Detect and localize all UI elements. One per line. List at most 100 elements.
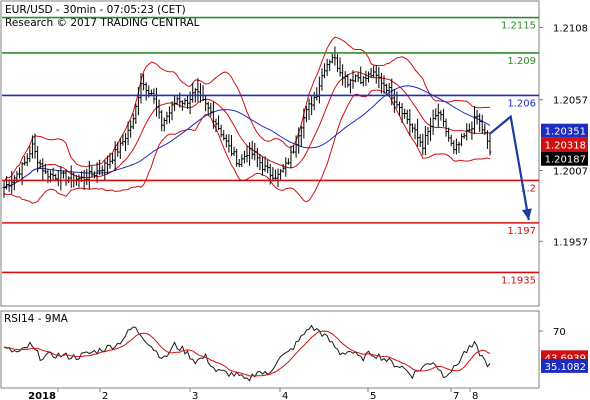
candle	[186, 96, 189, 109]
chart-header-line2: Research © 2017 TRADING CENTRAL	[5, 17, 200, 29]
candle	[219, 124, 223, 138]
candle	[385, 83, 388, 94]
candle	[25, 153, 29, 166]
candle	[333, 46, 337, 66]
candle	[408, 109, 412, 136]
candle	[261, 157, 264, 176]
rsi-value-label: 43.6939	[545, 353, 586, 364]
level-label: 1.1935	[501, 275, 536, 286]
candle	[465, 123, 469, 141]
candle	[470, 121, 474, 140]
candle	[403, 108, 406, 119]
candle	[292, 145, 295, 154]
bollinger-upper-band	[3, 36, 491, 183]
level-label: 1.206	[507, 98, 536, 109]
candle	[124, 133, 127, 152]
x-tick-label: 7	[453, 391, 459, 400]
level-label: 1.2115	[501, 21, 536, 32]
candle	[13, 175, 16, 191]
candle	[315, 87, 319, 101]
candle	[155, 87, 158, 117]
candle	[88, 160, 91, 189]
candle	[369, 67, 373, 78]
candle	[175, 96, 179, 105]
candle	[421, 133, 425, 156]
candle	[100, 165, 104, 176]
candle	[426, 127, 430, 145]
rsi-line	[3, 324, 491, 382]
candle	[462, 132, 466, 139]
candle	[429, 117, 432, 142]
candle	[424, 125, 427, 156]
price-box	[541, 137, 588, 152]
bollinger-lower-band	[3, 89, 491, 204]
candle	[457, 141, 461, 154]
rsi-ma-line	[3, 330, 491, 377]
candle	[343, 71, 347, 88]
candle	[390, 78, 394, 106]
candle	[106, 155, 109, 174]
level-label: 1.197	[507, 226, 536, 237]
candle	[338, 57, 342, 77]
candle	[486, 130, 489, 149]
candle	[126, 121, 130, 146]
x-tick-label: 5	[370, 391, 376, 400]
candle	[455, 138, 458, 155]
candle	[416, 118, 419, 147]
candle	[258, 154, 262, 171]
candle	[364, 70, 368, 86]
candle	[468, 123, 471, 133]
candle	[256, 147, 259, 168]
candle	[323, 63, 326, 79]
price-box	[541, 123, 588, 138]
candle	[349, 78, 352, 94]
bollinger-middle-band	[3, 71, 491, 189]
candle	[137, 87, 140, 116]
candle	[320, 68, 324, 91]
rsi-tick-label: 70	[553, 327, 566, 338]
candle	[33, 133, 37, 159]
candle	[243, 150, 246, 164]
candle	[488, 133, 492, 156]
candle	[245, 146, 249, 163]
x-tick-label: 4	[282, 391, 288, 400]
candle	[212, 101, 215, 129]
candle	[287, 158, 290, 165]
candle	[7, 179, 11, 192]
candle	[444, 118, 448, 137]
candle	[222, 130, 226, 141]
candle	[170, 101, 174, 121]
candle	[150, 89, 153, 96]
candle	[144, 82, 148, 101]
candle	[271, 167, 275, 182]
candle	[398, 101, 401, 116]
candle	[346, 74, 350, 88]
candle	[294, 135, 298, 158]
candle	[431, 109, 435, 135]
forecast-arrow-head	[521, 208, 532, 221]
candle	[483, 123, 487, 136]
chart-header-line1: EUR/USD - 30min - 07:05:23 (CET)	[5, 4, 186, 16]
candle	[377, 66, 381, 89]
candle	[62, 170, 65, 179]
y-tick-label: 1.2057	[553, 96, 588, 107]
candle	[328, 59, 332, 72]
x-tick-label: 8	[472, 391, 478, 400]
candle	[276, 168, 280, 188]
candle	[209, 102, 213, 117]
candle	[297, 127, 301, 154]
level-label: 1.2	[520, 183, 536, 194]
candle	[434, 108, 438, 121]
candle	[362, 76, 365, 87]
candle	[263, 156, 267, 172]
candle	[142, 73, 145, 91]
candle	[305, 105, 308, 123]
candle	[473, 106, 476, 135]
candle	[227, 134, 231, 153]
candle	[307, 98, 311, 121]
price-box-label: 1.20318	[545, 141, 586, 152]
candle	[382, 75, 386, 94]
candle	[38, 159, 42, 169]
level-label: 1.209	[507, 56, 536, 67]
candle	[28, 145, 32, 163]
